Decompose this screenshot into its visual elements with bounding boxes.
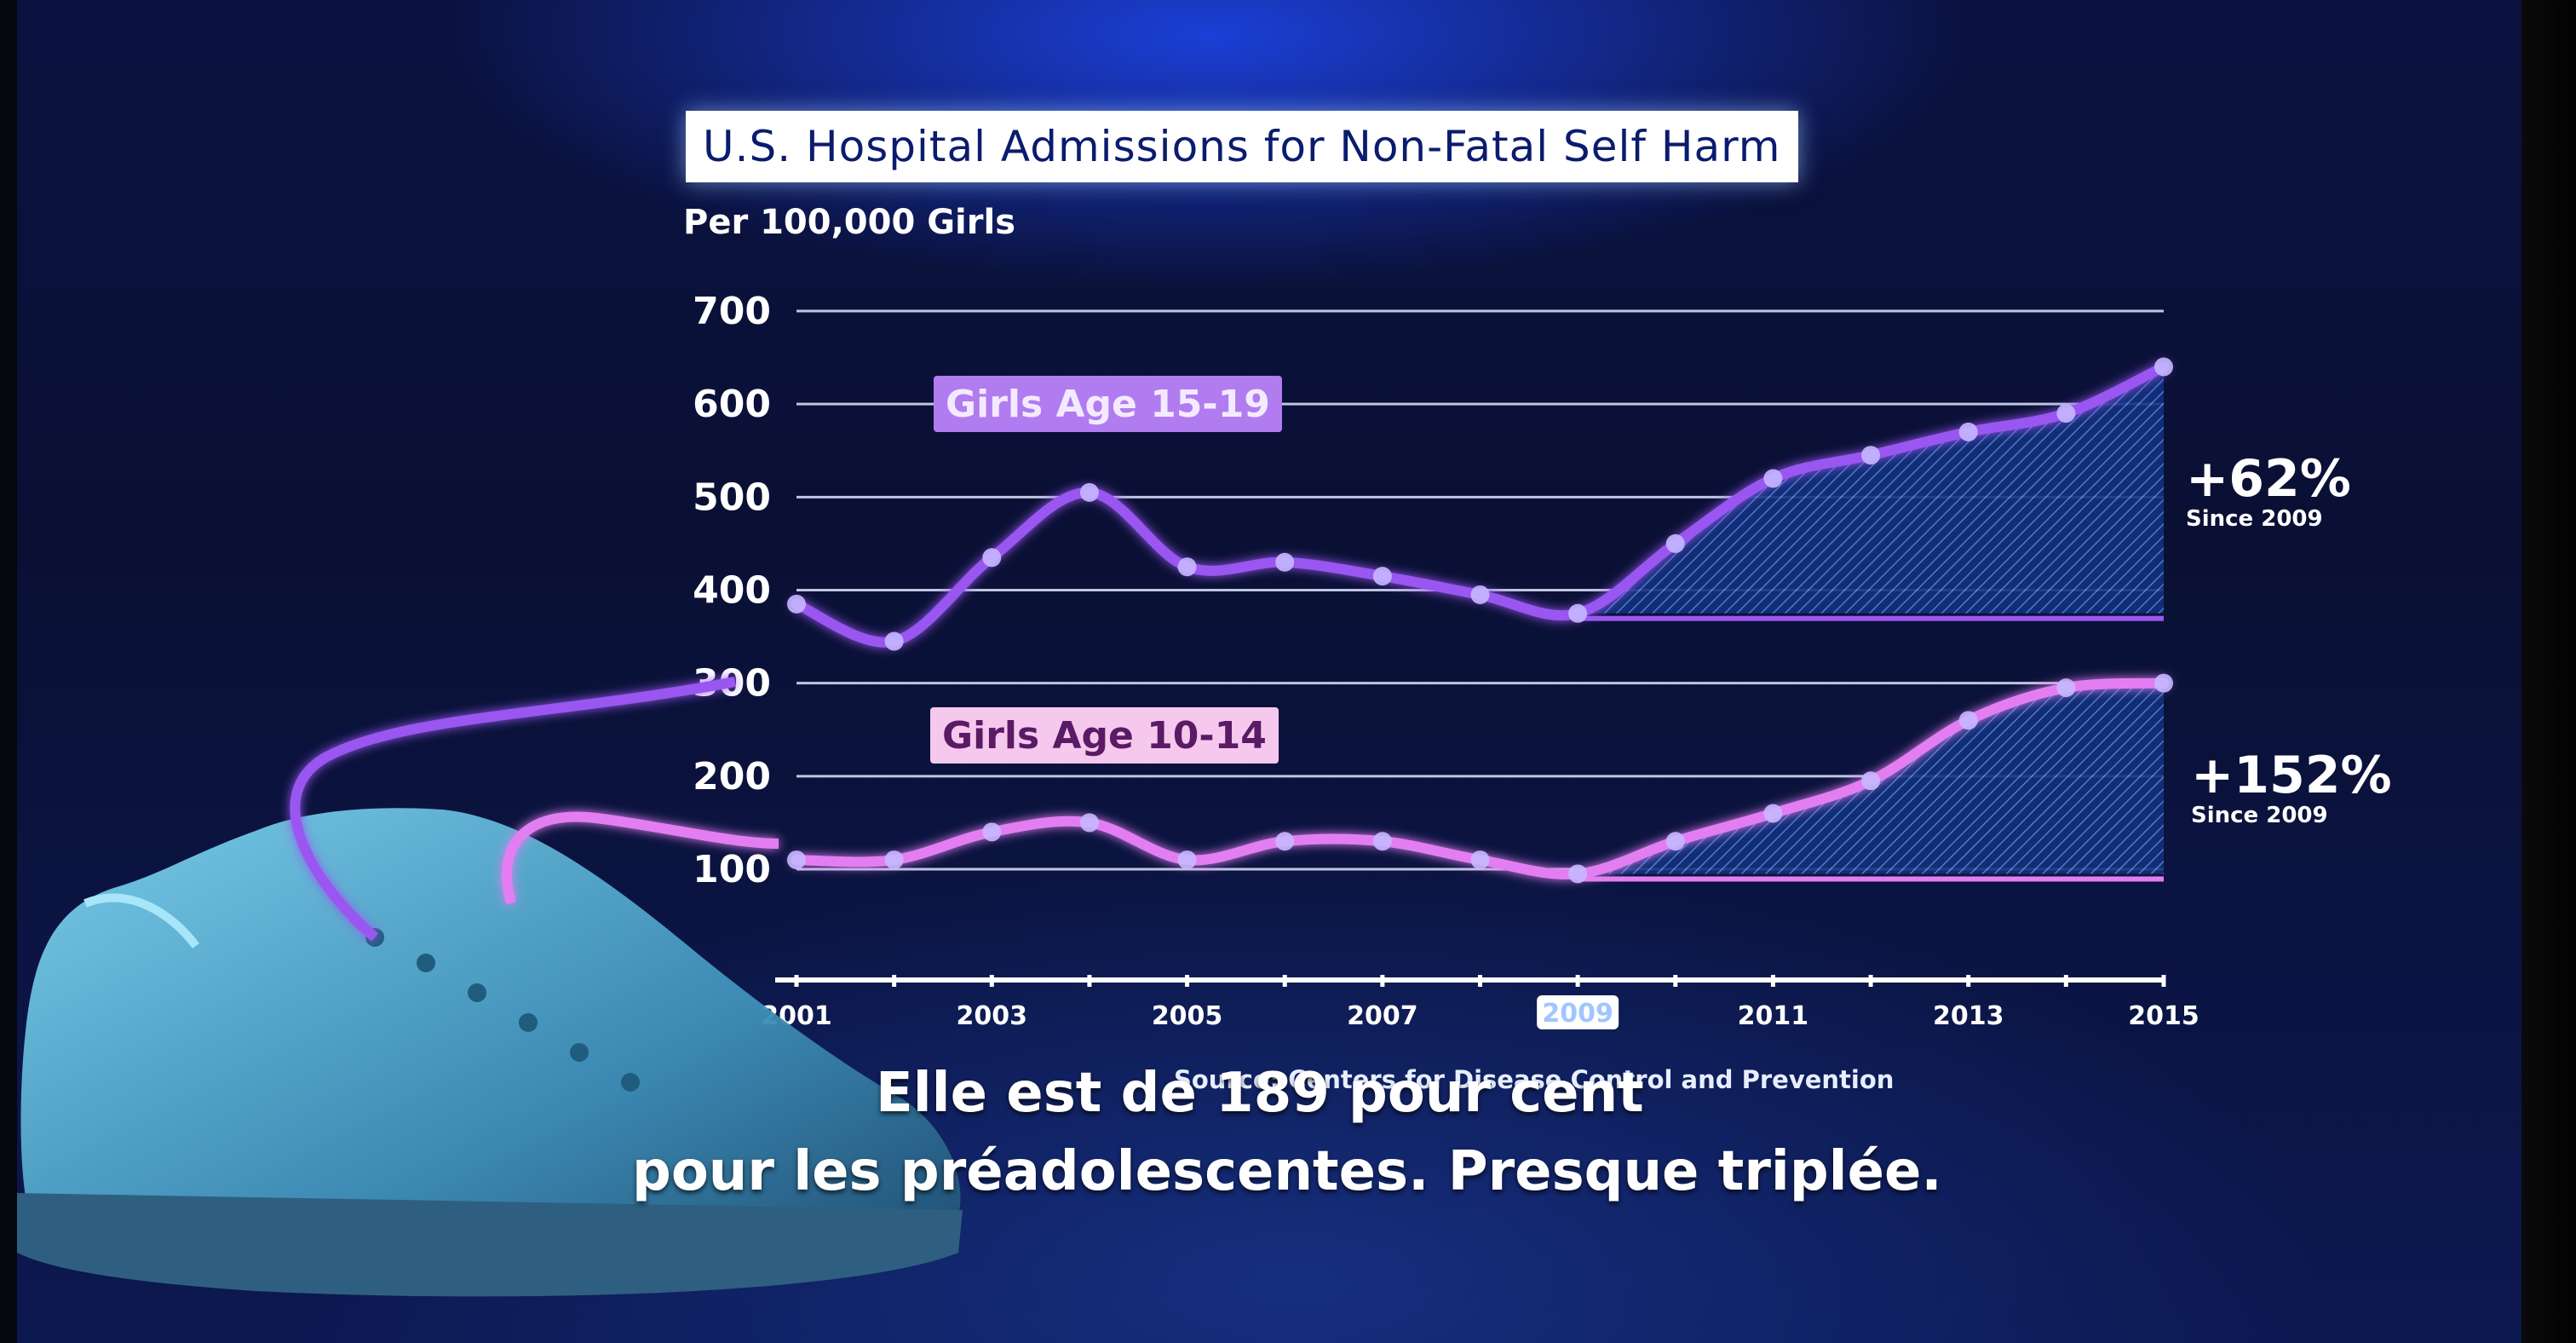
y-tick-700: 700 <box>693 290 771 333</box>
data-point-2012 <box>1861 771 1881 791</box>
growth-note: Since 2009 <box>2191 803 2328 828</box>
data-point-2003 <box>982 548 1002 568</box>
growth-percent: +152% <box>2191 746 2392 805</box>
data-point-2009 <box>1568 603 1588 623</box>
data-point-2015 <box>2154 673 2173 693</box>
chart-subtitle: Per 100,000 Girls <box>683 203 1015 242</box>
growth-note: Since 2009 <box>2186 506 2323 532</box>
x-tick-2005: 2005 <box>1152 1001 1223 1031</box>
growth-annotation-15-19: +62% Since 2009 <box>2186 452 2351 532</box>
x-tick-2015: 2015 <box>2128 1001 2199 1031</box>
chart-source: Source: Centers for Disease Control and … <box>1174 1065 1895 1094</box>
data-point-2013 <box>1958 711 1978 730</box>
data-point-2010 <box>1665 533 1685 553</box>
shoelaces <box>290 677 779 942</box>
data-point-2011 <box>1763 469 1783 488</box>
series-label-15-19: Girls Age 15-19 <box>934 376 1282 432</box>
data-point-2005 <box>1177 850 1197 870</box>
data-point-2002 <box>884 850 904 870</box>
x-tick-2007: 2007 <box>1347 1001 1418 1031</box>
data-point-2007 <box>1372 832 1392 851</box>
y-tick-400: 400 <box>693 569 771 613</box>
data-point-2011 <box>1763 804 1783 823</box>
data-point-2006 <box>1275 832 1295 851</box>
x-tick-2003: 2003 <box>957 1001 1028 1031</box>
x-tick-2009: 2009 <box>1542 999 1613 1029</box>
x-tick-2011: 2011 <box>1738 1001 1809 1031</box>
data-point-2010 <box>1665 832 1685 851</box>
growth-percent: +62% <box>2186 449 2351 509</box>
x-tick-highlight <box>1537 995 1619 1029</box>
series-label-10-14: Girls Age 10-14 <box>930 707 1279 764</box>
growth-areas <box>1578 366 2164 882</box>
data-point-2008 <box>1470 585 1490 604</box>
data-point-2001 <box>787 594 806 614</box>
y-tick-200: 200 <box>693 755 771 798</box>
growth-area-1 <box>1578 683 2164 874</box>
data-point-2004 <box>1079 813 1099 833</box>
chart-title: U.S. Hospital Admissions for Non-Fatal S… <box>703 122 1781 171</box>
caption-line-1: Elle est de 189 pour cent <box>876 1062 1644 1125</box>
data-point-2014 <box>2056 678 2076 698</box>
data-point-2007 <box>1372 567 1392 586</box>
growth-annotation-10-14: +152% Since 2009 <box>2191 748 2392 828</box>
data-point-2014 <box>2056 404 2076 424</box>
x-axis: 2001 2003 2005 2007 2009 2011 2013 2015 <box>761 975 2199 1031</box>
caption-line-2: pour les préadolescentes. Presque triplé… <box>632 1140 1942 1203</box>
data-point-2013 <box>1958 422 1978 441</box>
y-tick-100: 100 <box>693 848 771 891</box>
data-point-2012 <box>1861 446 1881 465</box>
data-point-2009 <box>1568 864 1588 884</box>
sneaker-illustration <box>17 808 963 1297</box>
data-point-2006 <box>1275 552 1295 572</box>
monitor-bezel <box>2521 0 2576 1343</box>
data-point-2008 <box>1470 850 1490 870</box>
data-point-2001 <box>787 850 806 870</box>
x-tick-2013: 2013 <box>1933 1001 2004 1031</box>
data-point-2005 <box>1177 557 1197 577</box>
data-point-2015 <box>2154 357 2173 377</box>
y-tick-600: 600 <box>693 383 771 426</box>
series-points <box>787 357 2173 884</box>
data-point-2002 <box>884 631 904 651</box>
data-point-2004 <box>1079 482 1099 502</box>
chart-title-box: U.S. Hospital Admissions for Non-Fatal S… <box>686 111 1798 182</box>
y-tick-500: 500 <box>693 476 771 519</box>
data-point-2003 <box>982 822 1002 842</box>
